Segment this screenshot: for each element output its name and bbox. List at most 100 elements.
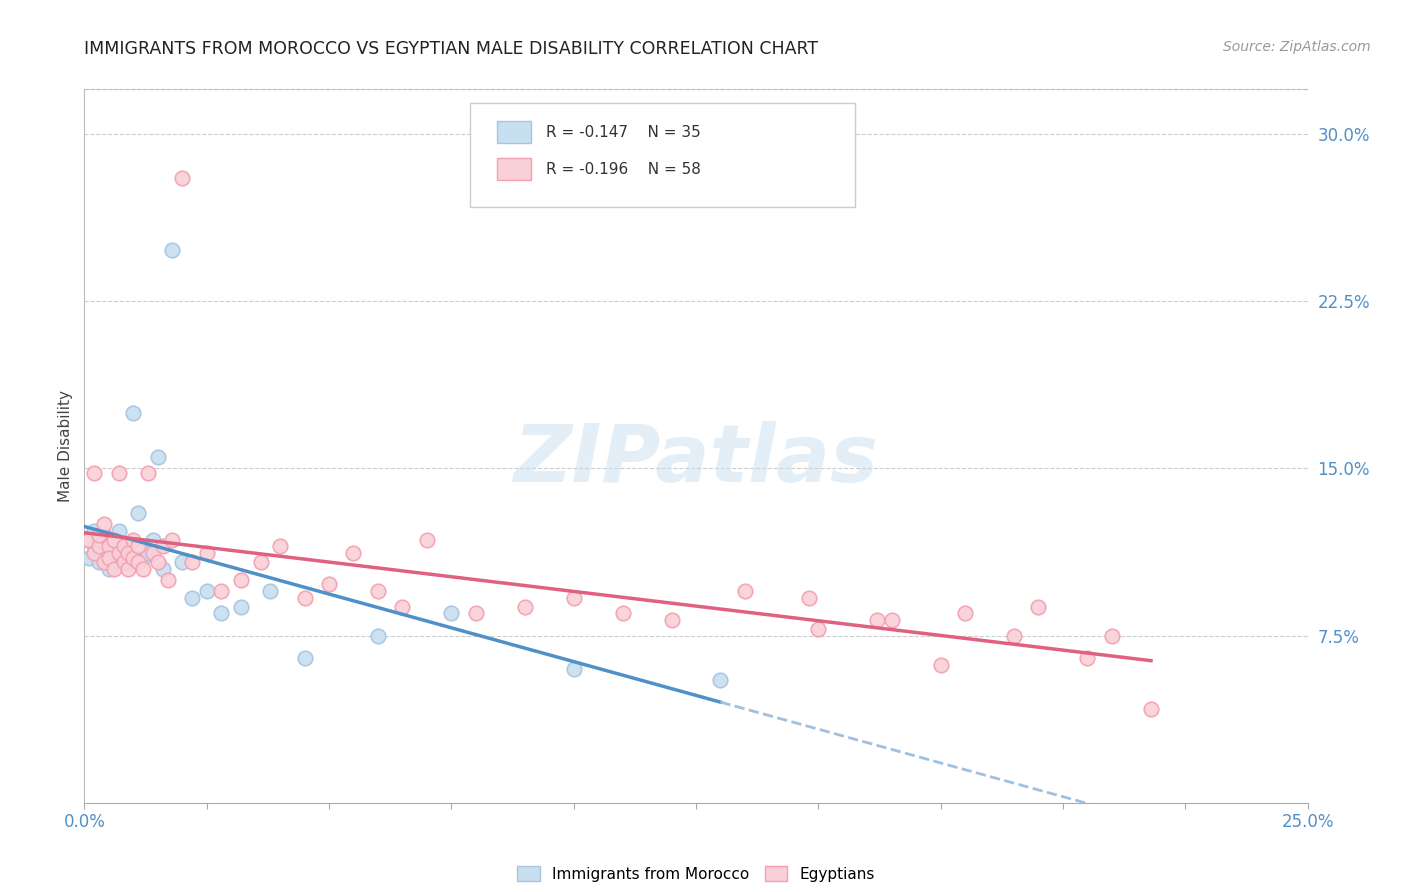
Point	[136, 466, 159, 480]
Point	[122, 405, 145, 420]
Point	[83, 466, 105, 480]
Point	[107, 555, 129, 569]
Point	[391, 599, 413, 614]
Point	[122, 533, 145, 547]
Point	[112, 555, 135, 569]
Point	[152, 539, 174, 553]
FancyBboxPatch shape	[496, 121, 531, 143]
Point	[1101, 628, 1123, 642]
Point	[156, 573, 179, 587]
Point	[77, 533, 100, 547]
Point	[416, 533, 439, 547]
Text: R = -0.147    N = 35: R = -0.147 N = 35	[546, 125, 700, 139]
Text: IMMIGRANTS FROM MOROCCO VS EGYPTIAN MALE DISABILITY CORRELATION CHART: IMMIGRANTS FROM MOROCCO VS EGYPTIAN MALE…	[84, 40, 818, 58]
Point	[83, 539, 105, 553]
Point	[464, 607, 486, 621]
Point	[103, 546, 125, 560]
Point	[83, 524, 105, 538]
Y-axis label: Male Disability: Male Disability	[58, 390, 73, 502]
Point	[249, 555, 271, 569]
Point	[181, 555, 204, 569]
Point	[953, 607, 976, 621]
Point	[318, 577, 340, 591]
Point	[97, 550, 120, 565]
Point	[87, 555, 110, 569]
Point	[209, 583, 232, 598]
Point	[1028, 599, 1050, 614]
Text: R = -0.196    N = 58: R = -0.196 N = 58	[546, 161, 700, 177]
Point	[97, 539, 120, 553]
Point	[127, 506, 149, 520]
Point	[294, 591, 316, 605]
Point	[122, 550, 145, 565]
Point	[209, 607, 232, 621]
Point	[181, 591, 204, 605]
Point	[87, 533, 110, 547]
Point	[83, 546, 105, 560]
Point	[132, 550, 155, 565]
Point	[117, 546, 139, 560]
Point	[172, 555, 194, 569]
Point	[294, 651, 316, 665]
Point	[93, 546, 115, 560]
FancyBboxPatch shape	[470, 103, 855, 207]
Point	[152, 562, 174, 576]
Point	[103, 562, 125, 576]
Point	[162, 243, 184, 257]
Point	[807, 622, 830, 636]
Point	[880, 613, 903, 627]
Point	[195, 546, 218, 560]
Point	[146, 450, 169, 465]
Text: Source: ZipAtlas.com: Source: ZipAtlas.com	[1223, 40, 1371, 54]
Point	[112, 539, 135, 553]
Point	[103, 533, 125, 547]
Point	[146, 555, 169, 569]
Point	[797, 591, 820, 605]
Point	[342, 546, 364, 560]
Point	[734, 583, 756, 598]
Point	[440, 607, 463, 621]
Point	[1140, 702, 1163, 716]
Point	[612, 607, 634, 621]
Point	[117, 555, 139, 569]
Point	[107, 524, 129, 538]
Point	[117, 562, 139, 576]
Point	[162, 533, 184, 547]
Point	[229, 573, 252, 587]
Point	[97, 539, 120, 553]
Point	[661, 613, 683, 627]
Point	[127, 539, 149, 553]
Point	[1076, 651, 1098, 665]
Point	[93, 528, 115, 542]
FancyBboxPatch shape	[496, 159, 531, 180]
Point	[87, 539, 110, 553]
Point	[142, 533, 165, 547]
Legend: Immigrants from Morocco, Egyptians: Immigrants from Morocco, Egyptians	[510, 860, 882, 888]
Point	[93, 555, 115, 569]
Point	[127, 555, 149, 569]
Point	[132, 562, 155, 576]
Point	[142, 546, 165, 560]
Point	[367, 583, 389, 598]
Point	[562, 662, 585, 676]
Point	[112, 550, 135, 565]
Point	[112, 539, 135, 553]
Point	[367, 628, 389, 642]
Point	[513, 599, 536, 614]
Point	[136, 546, 159, 560]
Point	[93, 517, 115, 532]
Text: ZIPatlas: ZIPatlas	[513, 421, 879, 500]
Point	[107, 546, 129, 560]
Point	[87, 528, 110, 542]
Point	[709, 673, 731, 687]
Point	[97, 562, 120, 576]
Point	[77, 550, 100, 565]
Point	[172, 171, 194, 186]
Point	[929, 657, 952, 672]
Point	[195, 583, 218, 598]
Point	[269, 539, 291, 553]
Point	[866, 613, 889, 627]
Point	[103, 533, 125, 547]
Point	[107, 466, 129, 480]
Point	[562, 591, 585, 605]
